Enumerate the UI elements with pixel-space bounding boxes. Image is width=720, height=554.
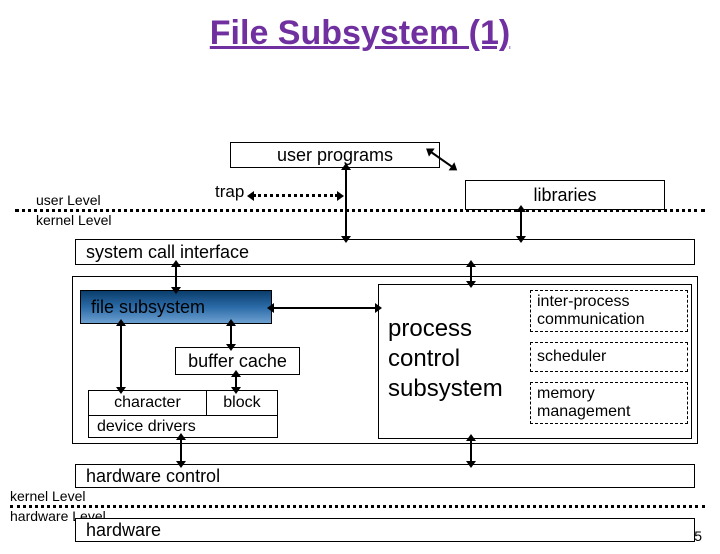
hardware-control-label: hardware control	[86, 466, 220, 487]
arrow-userprog-down	[345, 169, 347, 237]
device-drivers-box: character block device drivers	[88, 390, 278, 438]
arrow-syscall-filesub	[175, 266, 177, 288]
scheduler-box: scheduler	[530, 342, 688, 372]
block-label: block	[207, 391, 277, 415]
memory-mgmt-label: memory management	[537, 385, 687, 421]
page-title: File Subsystem (1)	[0, 14, 720, 53]
page-number: 5	[694, 528, 702, 544]
arrow-buffer-block	[235, 376, 237, 388]
arrow-filesub-char	[120, 325, 122, 388]
trap-arrow	[253, 194, 338, 197]
arrow-syscall-process	[470, 266, 472, 282]
libraries-box: libraries	[465, 180, 665, 210]
kernel-level-label: kernel Level	[36, 212, 112, 228]
hardware-label: hardware	[86, 520, 161, 541]
kernel-level-label-2: kernel Level	[10, 488, 86, 504]
arrow-libraries-syscall	[520, 211, 522, 237]
ipc-box: inter-process communication	[530, 290, 688, 332]
user-programs-label: user programs	[277, 145, 393, 166]
ipc-label: inter-process communication	[537, 293, 687, 329]
trap-label: trap	[215, 182, 244, 202]
file-subsystem-box: file subsystem	[80, 290, 272, 324]
divider-kernel-hardware	[10, 505, 705, 508]
file-subsystem-label: file subsystem	[91, 297, 205, 318]
character-label: character	[89, 391, 207, 415]
buffer-cache-label: buffer cache	[188, 351, 287, 372]
libraries-label: libraries	[533, 185, 596, 206]
divider-user-kernel	[15, 209, 705, 212]
hardware-control-box: hardware control	[75, 464, 695, 488]
memory-mgmt-box: memory management	[530, 382, 688, 424]
user-level-label: user Level	[36, 192, 101, 208]
system-call-label: system call interface	[86, 242, 249, 263]
hardware-box: hardware	[75, 518, 695, 542]
scheduler-label: scheduler	[537, 348, 606, 366]
process-control-label: process control subsystem	[388, 314, 518, 404]
system-call-box: system call interface	[75, 239, 695, 265]
arrow-process-hwcontrol	[470, 440, 472, 462]
user-programs-box: user programs	[230, 142, 440, 168]
arrow-filesub-process	[273, 307, 376, 309]
arrow-dd-hwcontrol	[180, 439, 182, 462]
arrow-filesub-buffer	[230, 325, 232, 345]
